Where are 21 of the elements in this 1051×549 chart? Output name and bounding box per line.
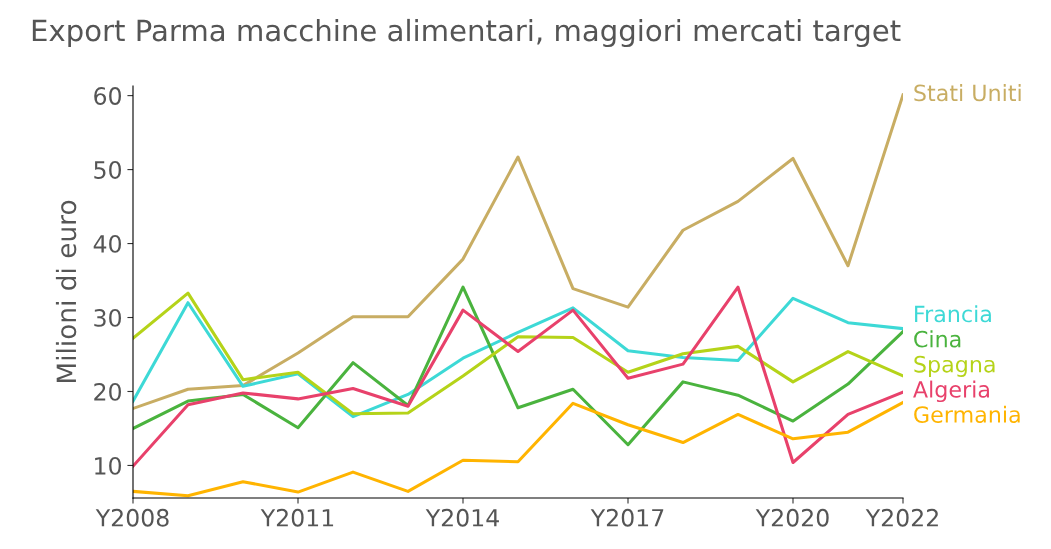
y-axis-title: Milioni di euro <box>55 200 77 382</box>
x-tick-label: Y2020 <box>755 508 829 527</box>
series-label: Francia <box>915 305 991 323</box>
x-tick-label: Y2017 <box>590 508 664 527</box>
x-tick-label: Y2011 <box>260 508 334 527</box>
chart-title: Export Parma macchine alimentari, maggiori mercati target <box>32 18 901 48</box>
y-tick-label: 20 <box>94 382 122 401</box>
series-label: Algeria <box>913 380 989 403</box>
x-tick-label: Y2014 <box>425 508 499 527</box>
series-label: Spagna <box>914 355 995 377</box>
y-tick-label: 40 <box>93 235 122 253</box>
series-label: Germania <box>914 405 1020 423</box>
y-tick-label: 10 <box>95 456 122 475</box>
y-tick-label: 30 <box>94 308 122 327</box>
y-tick-label: 60 <box>94 87 122 105</box>
series-label: Stati Uniti <box>914 84 1021 102</box>
series-label: Cina <box>914 330 961 348</box>
x-tick-label: Y2008 <box>95 508 169 527</box>
y-tick-label: 50 <box>94 161 122 179</box>
line-series <box>133 93 903 411</box>
x-tick-label: Y2022 <box>865 508 938 527</box>
